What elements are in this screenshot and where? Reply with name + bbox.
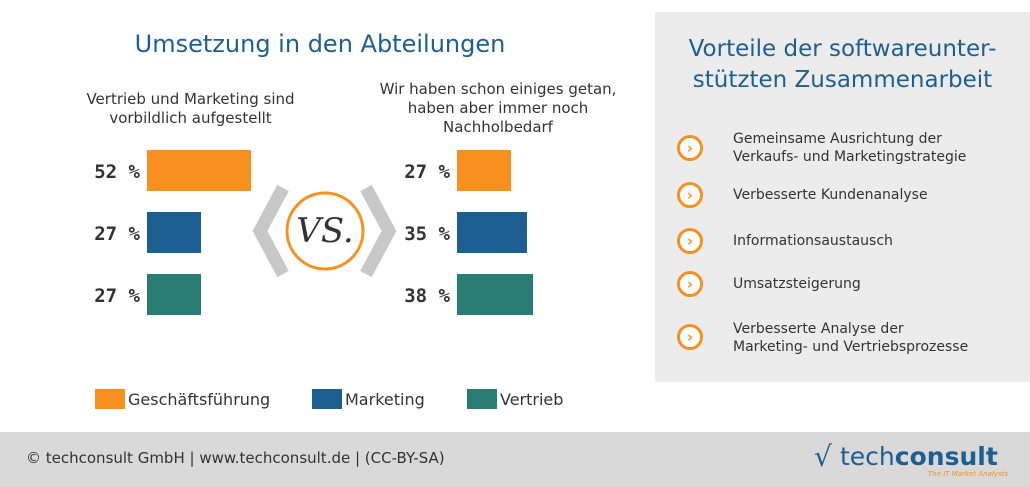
vs-circle	[285, 191, 365, 271]
list-item-line: Gemeinsame Ausrichtung der	[733, 131, 942, 147]
legend-label: Vertrieb	[500, 390, 563, 409]
data-label: 27 %	[404, 161, 450, 183]
bar-vertrieb	[457, 274, 533, 315]
list-item-line: Verbesserte Analyse der	[733, 321, 904, 337]
chart-title: Umsetzung in den Abteilungen	[134, 30, 506, 58]
vs-emblem: VS.	[252, 184, 397, 278]
logo-wordmark: techconsult	[840, 442, 998, 471]
legend-swatch	[467, 389, 497, 409]
logo-word-light: tech	[840, 442, 895, 471]
vs-bracket-left	[252, 184, 289, 278]
bar-geschäftsführung	[147, 150, 251, 191]
list-item: › Gemeinsame Ausrichtung der Verkaufs- u…	[677, 130, 1022, 174]
chevron-right-icon: ›	[677, 324, 703, 350]
legend-label: Marketing	[345, 390, 425, 409]
bar-geschäftsführung	[457, 150, 511, 191]
list-item: › Verbesserte Analyse der Marketing- und…	[677, 320, 1022, 364]
data-label: 52 %	[94, 161, 140, 183]
group-title-right: Wir haben schon einiges getan, haben abe…	[379, 80, 617, 136]
legend-swatch	[95, 389, 125, 409]
list-item-line: Verkaufs- und Marketingstrategie	[733, 149, 967, 165]
panel-title-line-2: stützten Zusammenarbeit	[692, 67, 993, 93]
panel-title-line-1: Vorteile der softwareunter-	[688, 36, 997, 62]
chevron-right-icon: ›	[677, 228, 703, 254]
list-item-text: Verbesserte Kundenanalyse	[733, 186, 1023, 204]
list-item-line: Informationsaustausch	[733, 233, 893, 249]
vs-bracket-right	[360, 184, 397, 278]
legend-label: Geschäftsführung	[128, 390, 270, 409]
data-label: 35 %	[404, 223, 450, 245]
bar-vertrieb	[147, 274, 201, 315]
techconsult-logo: √ techconsult The IT Market Analysts	[814, 438, 1014, 482]
footer: © techconsult GmbH | www.techconsult.de …	[0, 432, 1030, 487]
list-item-text: Verbesserte Analyse der Marketing- und V…	[733, 320, 1023, 356]
list-item-text: Informationsaustausch	[733, 232, 1023, 250]
logo-mark-icon: √	[814, 440, 832, 473]
group-title-left: Vertrieb und Marketing sind vorbildlich …	[86, 90, 295, 127]
vs-label: VS.	[296, 211, 353, 251]
list-item-text: Gemeinsame Ausrichtung der Verkaufs- und…	[733, 130, 1023, 166]
bar-marketing	[147, 212, 201, 253]
chevron-right-icon: ›	[677, 271, 703, 297]
list-item: › Umsatzsteigerung	[677, 271, 1023, 319]
data-label: 27 %	[94, 223, 140, 245]
list-item-line: Umsatzsteigerung	[733, 276, 861, 292]
list-item: › Verbesserte Kundenanalyse	[677, 182, 1023, 230]
list-item-line: Marketing- und Vertriebsprozesse	[733, 339, 969, 355]
logo-word-bold: consult	[894, 442, 998, 471]
logo-tagline: The IT Market Analysts	[928, 470, 1008, 478]
data-label: 38 %	[404, 285, 450, 307]
list-item-text: Umsatzsteigerung	[733, 275, 1023, 293]
advantages-panel: Vorteile der softwareunter- stützten Zus…	[655, 12, 1030, 382]
chevron-right-icon: ›	[677, 135, 703, 161]
comparison-chart: 52 % 27 % 27 % 27 % 35 % 38 % VS. Geschäftsfü…	[94, 150, 563, 409]
bar-marketing	[457, 212, 527, 253]
legend-swatch	[312, 389, 342, 409]
copyright-text: © techconsult GmbH | www.techconsult.de …	[26, 449, 445, 467]
chevron-right-icon: ›	[677, 182, 703, 208]
list-item: › Informationsaustausch	[677, 228, 1023, 276]
data-label: 27 %	[94, 285, 140, 307]
list-item-line: Verbesserte Kundenanalyse	[733, 187, 928, 203]
panel-title: Vorteile der softwareunter- stützten Zus…	[655, 34, 1030, 96]
